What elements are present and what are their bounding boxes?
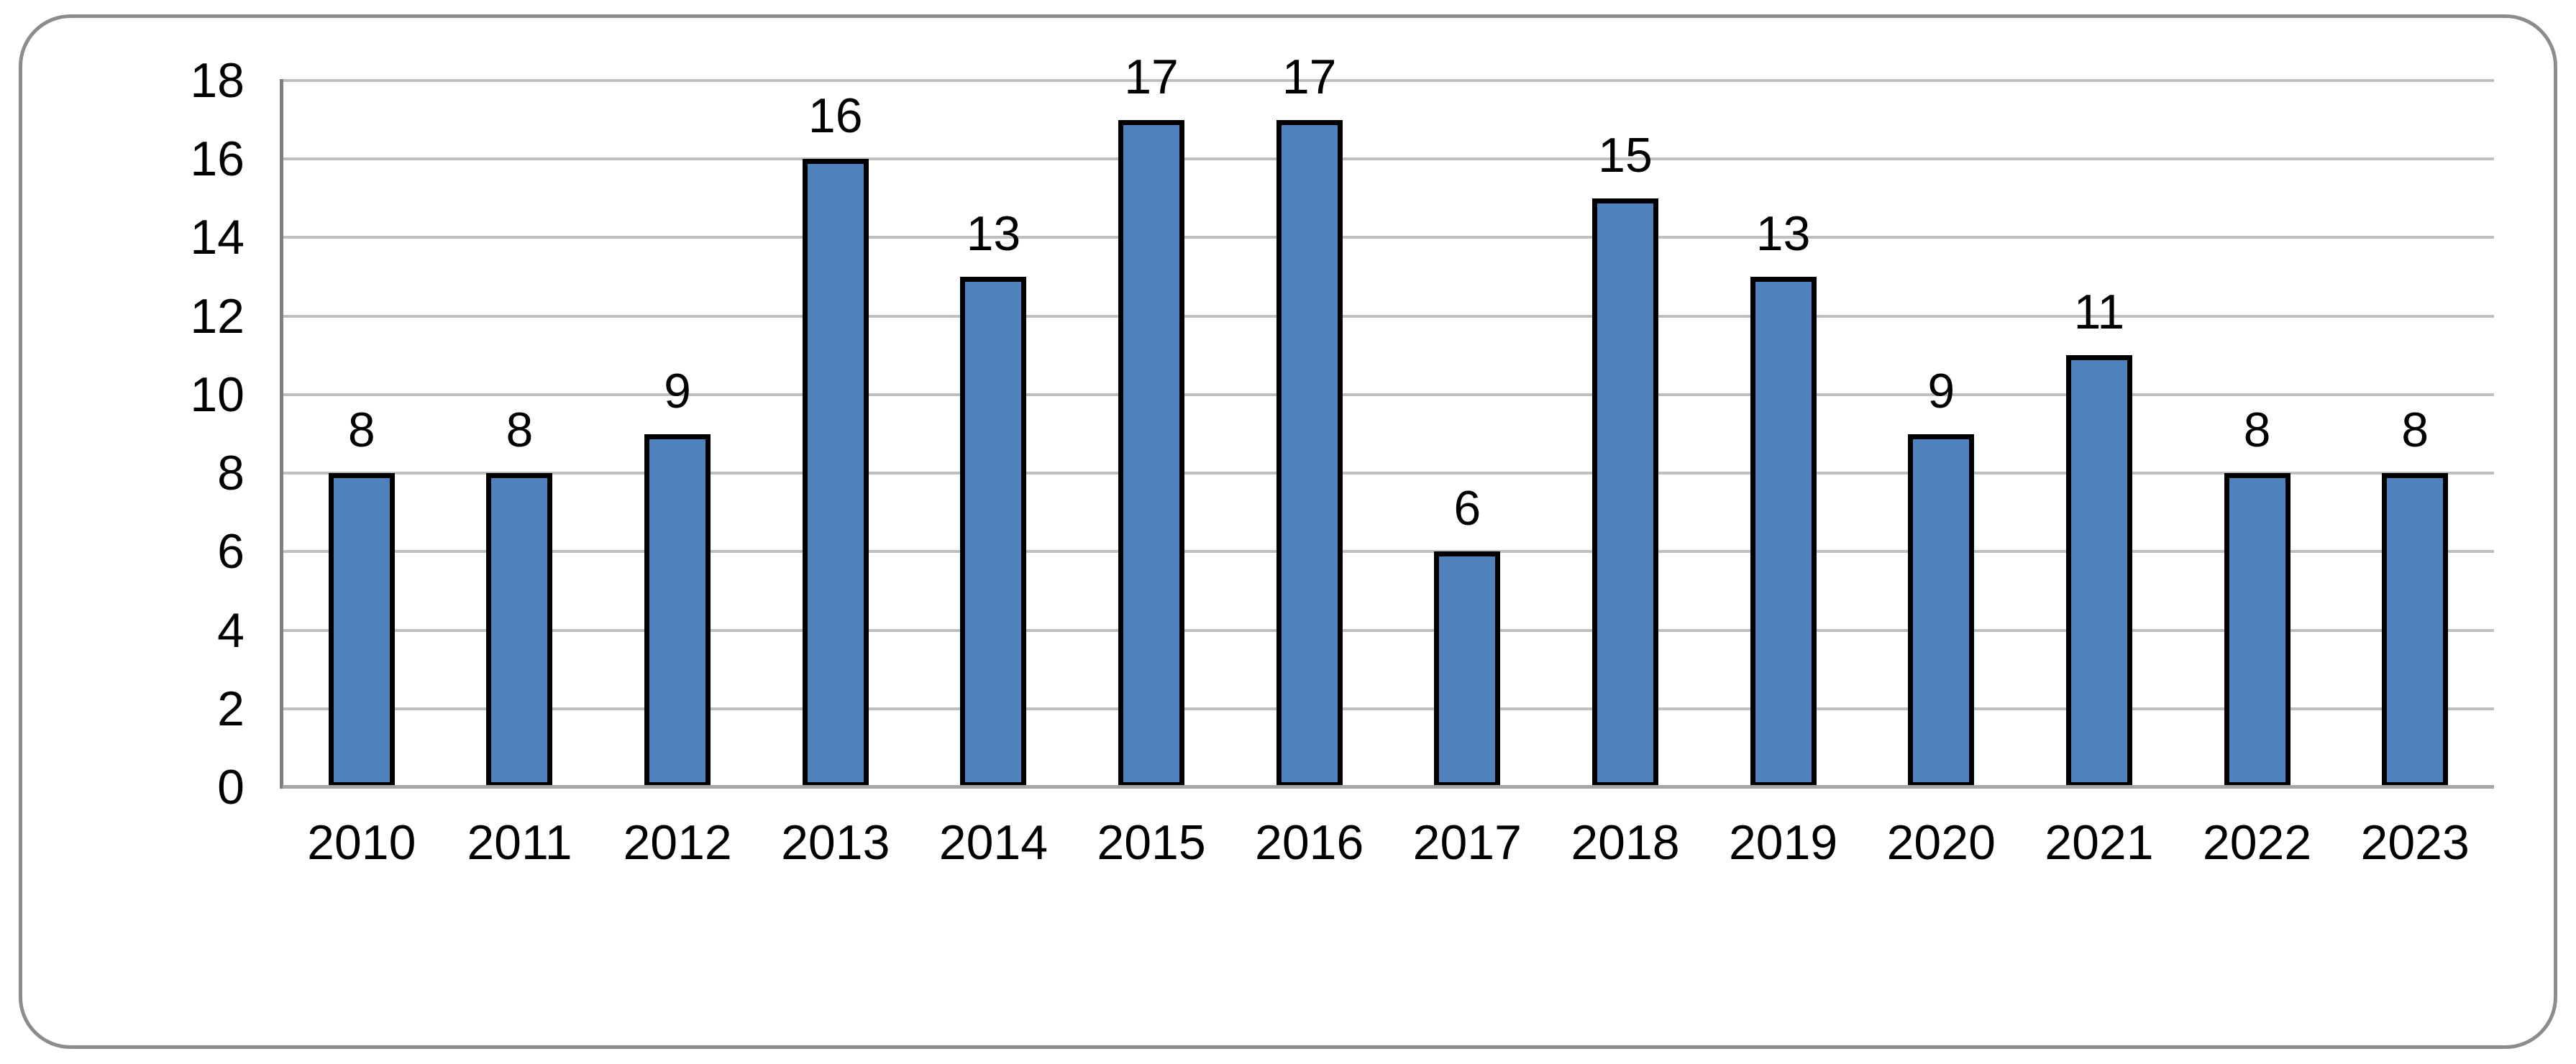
- bar-2023: [2382, 473, 2449, 787]
- bar-2014: [960, 277, 1027, 787]
- x-tick-label-2016: 2016: [1255, 815, 1364, 870]
- y-tick-label-6: 6: [217, 524, 245, 579]
- x-axis-line: [283, 785, 2494, 789]
- y-tick-label-2: 2: [217, 681, 245, 736]
- bar-2011: [486, 473, 553, 787]
- bar-value-label-2011: 8: [506, 403, 534, 458]
- x-tick-label-2017: 2017: [1412, 815, 1522, 870]
- bar-value-label-2016: 17: [1282, 49, 1337, 104]
- y-tick-label-16: 16: [190, 132, 245, 187]
- gridline-2: [283, 707, 2494, 710]
- bar-value-label-2019: 13: [1755, 206, 1811, 262]
- x-tick-label-2019: 2019: [1728, 815, 1838, 870]
- bar-value-label-2013: 16: [808, 88, 863, 144]
- y-tick-label-12: 12: [190, 288, 245, 344]
- x-tick-label-2010: 2010: [307, 815, 416, 870]
- bar-value-label-2021: 11: [2073, 285, 2125, 340]
- bar-value-label-2022: 8: [2243, 403, 2271, 458]
- y-tick-label-18: 18: [190, 53, 245, 108]
- bar-value-label-2018: 15: [1598, 127, 1653, 183]
- y-tick-label-10: 10: [190, 367, 245, 422]
- bar-value-label-2012: 9: [664, 363, 692, 418]
- x-tick-label-2014: 2014: [938, 815, 1049, 870]
- gridline-4: [283, 628, 2494, 632]
- bar-value-label-2015: 17: [1124, 49, 1179, 104]
- bar-2019: [1750, 277, 1817, 787]
- bar-2018: [1591, 198, 1658, 787]
- y-tick-label-4: 4: [217, 602, 245, 658]
- bar-value-label-2010: 8: [347, 403, 375, 458]
- x-tick-label-2023: 2023: [2360, 815, 2470, 870]
- gridline-6: [283, 550, 2494, 554]
- bar-value-label-2014: 13: [966, 206, 1021, 262]
- x-tick-label-2013: 2013: [781, 815, 890, 870]
- x-tick-label-2018: 2018: [1571, 815, 1680, 870]
- plot-area: 8 8 9 16 13 17 17 6 15 13 9 11 8 8: [280, 52, 2494, 789]
- bar-2020: [1908, 434, 1975, 787]
- chart-frame-border: [19, 14, 2557, 1049]
- bar-2013: [802, 159, 869, 787]
- bar-2015: [1118, 119, 1185, 787]
- bar-2012: [644, 434, 711, 787]
- bar-value-label-2017: 6: [1453, 481, 1481, 536]
- x-axis-tick-labels: 2010 2011 2012 2013 2014 2015 2016 2017 2018 2019…: [283, 818, 2494, 904]
- y-tick-label-8: 8: [217, 446, 245, 501]
- y-tick-label-14: 14: [190, 210, 245, 265]
- bar-2010: [328, 473, 395, 787]
- gridline-18: [283, 79, 2494, 82]
- y-axis-tick-labels: 0 2 4 6 8 10 12 14 16 18: [58, 56, 245, 812]
- x-tick-label-2012: 2012: [623, 815, 732, 870]
- bar-value-label-2023: 8: [2401, 403, 2429, 458]
- y-tick-label-0: 0: [217, 760, 245, 815]
- gridline-8: [283, 472, 2494, 475]
- x-tick-label-2015: 2015: [1097, 815, 1206, 870]
- x-tick-label-2022: 2022: [2202, 815, 2312, 870]
- bar-2021: [2065, 355, 2132, 787]
- bar-2016: [1276, 119, 1343, 787]
- bar-2022: [2224, 473, 2290, 787]
- x-tick-label-2020: 2020: [1886, 815, 1996, 870]
- gridline-16: [283, 157, 2494, 161]
- x-tick-label-2011: 2011: [467, 815, 572, 870]
- gridline-14: [283, 236, 2494, 239]
- gridline-10: [283, 393, 2494, 396]
- y-axis-line: [280, 79, 283, 789]
- x-tick-label-2021: 2021: [2045, 815, 2154, 870]
- bar-value-label-2020: 9: [1927, 363, 1955, 418]
- gridline-12: [283, 314, 2494, 318]
- bar-2017: [1434, 551, 1501, 787]
